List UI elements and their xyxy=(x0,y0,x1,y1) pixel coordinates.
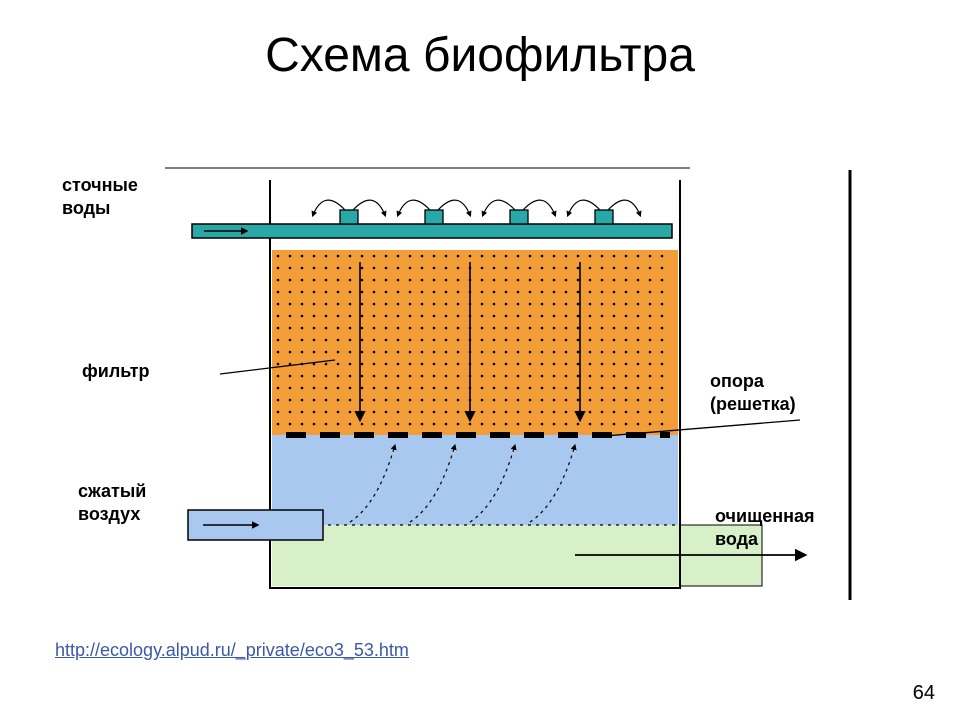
label-filter: фильтр xyxy=(82,360,150,383)
source-link[interactable]: http://ecology.alpud.ru/_private/eco3_53… xyxy=(55,640,409,661)
label-support-grid: опора (решетка) xyxy=(710,370,796,415)
label-wastewater: сточные воды xyxy=(62,174,138,219)
page-number: 64 xyxy=(913,682,935,705)
label-compressed-air: сжатый воздух xyxy=(78,480,146,525)
label-clean-water: очищенная вода xyxy=(715,505,815,550)
slide-title: Схема биофильтра xyxy=(0,28,960,83)
